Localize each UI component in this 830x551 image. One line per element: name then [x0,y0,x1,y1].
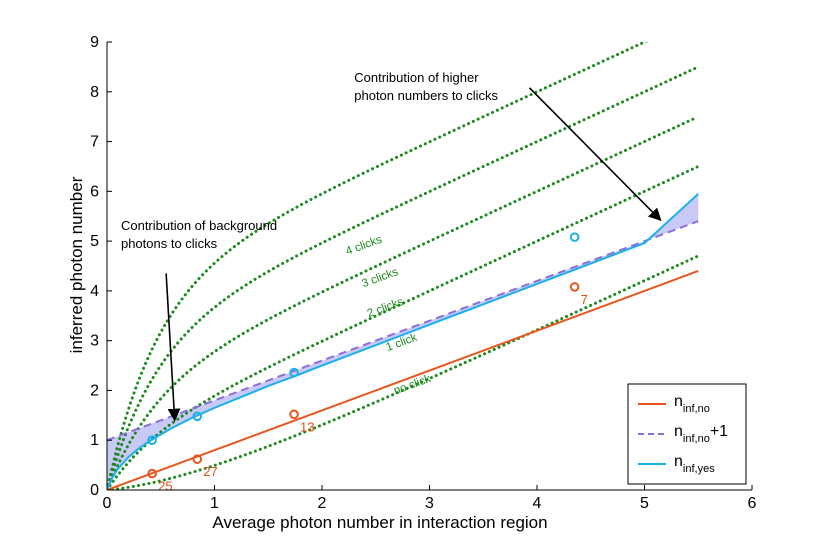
curve-label-2: 2 clicks [366,296,406,320]
y-tick-label-3: 3 [90,333,99,350]
y-tick-label-1: 1 [90,432,99,449]
legend-label-1: ninf,no+1 [674,423,728,445]
x-tick-label-4: 4 [533,495,542,512]
annotation-1-line-1: photons to clicks [121,236,218,251]
data-point-label-0: 25 [158,479,172,494]
data-point-label-3: 7 [581,292,588,307]
data-point-no-2 [289,409,299,420]
y-tick-label-9: 9 [90,34,99,51]
y-axis-label: inferred photon number [67,176,86,353]
y-tick-label-7: 7 [90,134,99,151]
curve-label-0: 4 clicks [344,234,384,258]
legend-label-2: ninf,yes [674,453,715,475]
data-point-no-3 [569,282,580,292]
annotation-1-line-0: Contribution of background [121,218,277,233]
annotation-arrow-0 [528,87,662,222]
y-tick-label-5: 5 [90,233,99,250]
x-tick-label-6: 6 [748,495,757,512]
y-tick-label-2: 2 [90,382,99,399]
y-tick-label-6: 6 [90,183,99,200]
x-axis-label: Average photon number in interaction reg… [212,513,547,532]
x-tick-label-3: 3 [425,495,434,512]
reference-curve-3 [107,65,699,490]
x-tick-label-2: 2 [318,495,327,512]
y-tick-label-0: 0 [90,482,99,499]
series-line-2 [107,193,699,490]
series-line-1 [107,220,699,442]
annotation-0-line-1: photon numbers to clicks [354,88,498,103]
annotation-0-line-0: Contribution of higher [354,70,479,85]
legend-box [627,383,747,485]
axes: 0 1 2 3 4 5 6 0 1 2 3 4 5 6 7 8 9 [90,34,756,512]
data-point-yes-5 [192,411,203,422]
annotation-arrow-1 [165,273,181,422]
x-tick-label-1: 1 [210,495,219,512]
reference-curve-4 [107,42,649,490]
data-point-no-0 [147,468,157,479]
annotations: Contribution of higher photon numbers to … [121,70,662,422]
data-point-yes-7 [569,232,580,242]
series-line-0 [107,270,699,490]
data-point-yes-4 [147,435,157,446]
legend: ninf,no ninf,no+1 ninf,yes [627,383,747,485]
data-point-label-1: 27 [203,464,217,479]
y-tick-label-8: 8 [90,84,99,101]
x-tick-label-5: 5 [640,495,649,512]
data-point-label-2: 13 [300,419,314,434]
data-point-no-1 [192,454,203,464]
y-tick-label-4: 4 [90,283,99,300]
reference-curve-0 [107,254,699,490]
reference-curve-1 [107,165,699,490]
legend-label-0: ninf,no [674,393,710,415]
data-point-yes-6 [289,367,299,378]
x-tick-label-0: 0 [103,495,112,512]
